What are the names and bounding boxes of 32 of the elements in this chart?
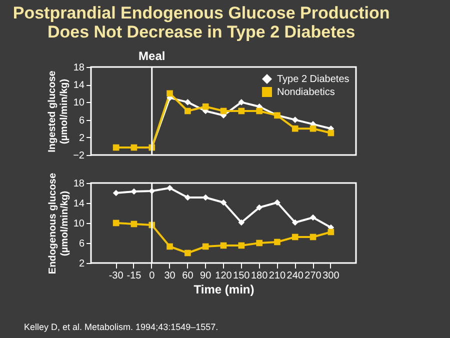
x-tick-label: 300	[322, 270, 340, 282]
y-tick-label: 6	[78, 238, 85, 250]
y-tick-label: 18	[73, 62, 85, 74]
x-tick-label: 120	[215, 270, 232, 282]
x-tick-label: 150	[233, 270, 250, 282]
x-tick-label: 210	[268, 270, 286, 282]
x-tick-label: -15	[126, 270, 142, 282]
x-tick-label: 30	[164, 270, 176, 282]
legend-label: Type 2 Diabetes	[277, 74, 350, 85]
text: Kelley D, et al. Metabolism. 1994;43:1549–1557.	[24, 322, 218, 332]
y-tick-label: −2	[73, 150, 85, 162]
x-axis-title: Time (min)	[194, 282, 254, 296]
y-tick-label: 14	[73, 80, 85, 92]
x-tick-label: 90	[200, 270, 212, 282]
legend-label: Nondiabetics	[277, 87, 335, 98]
x-tick-label: 60	[182, 270, 194, 282]
x-tick-label: -30	[108, 270, 124, 282]
x-tick-label: 240	[286, 270, 304, 282]
y-axis-title: Ingested glucose (µmol/min/kg)	[47, 70, 70, 152]
y-tick-label: 2	[78, 132, 85, 144]
ref-line-label: Meal	[138, 49, 166, 63]
y-tick-label: 18	[73, 178, 85, 190]
x-tick-label: 0	[149, 270, 156, 282]
y-tick-label: 10	[73, 218, 85, 230]
y-tick-label: 6	[78, 115, 85, 126]
y-tick-label: 2	[78, 258, 85, 270]
y-axis-title: Endogenous glucose (µmol/min/kg)	[47, 172, 70, 274]
y-tick-label: 10	[73, 98, 85, 109]
x-tick-label: 180	[250, 270, 268, 282]
y-tick-label: 14	[73, 198, 85, 210]
chart-title: Postprandial Endogenous Glucose Production Does Not Decrease in Type 2 Diabetes	[12, 3, 390, 42]
x-tick-label: 270	[304, 270, 322, 282]
